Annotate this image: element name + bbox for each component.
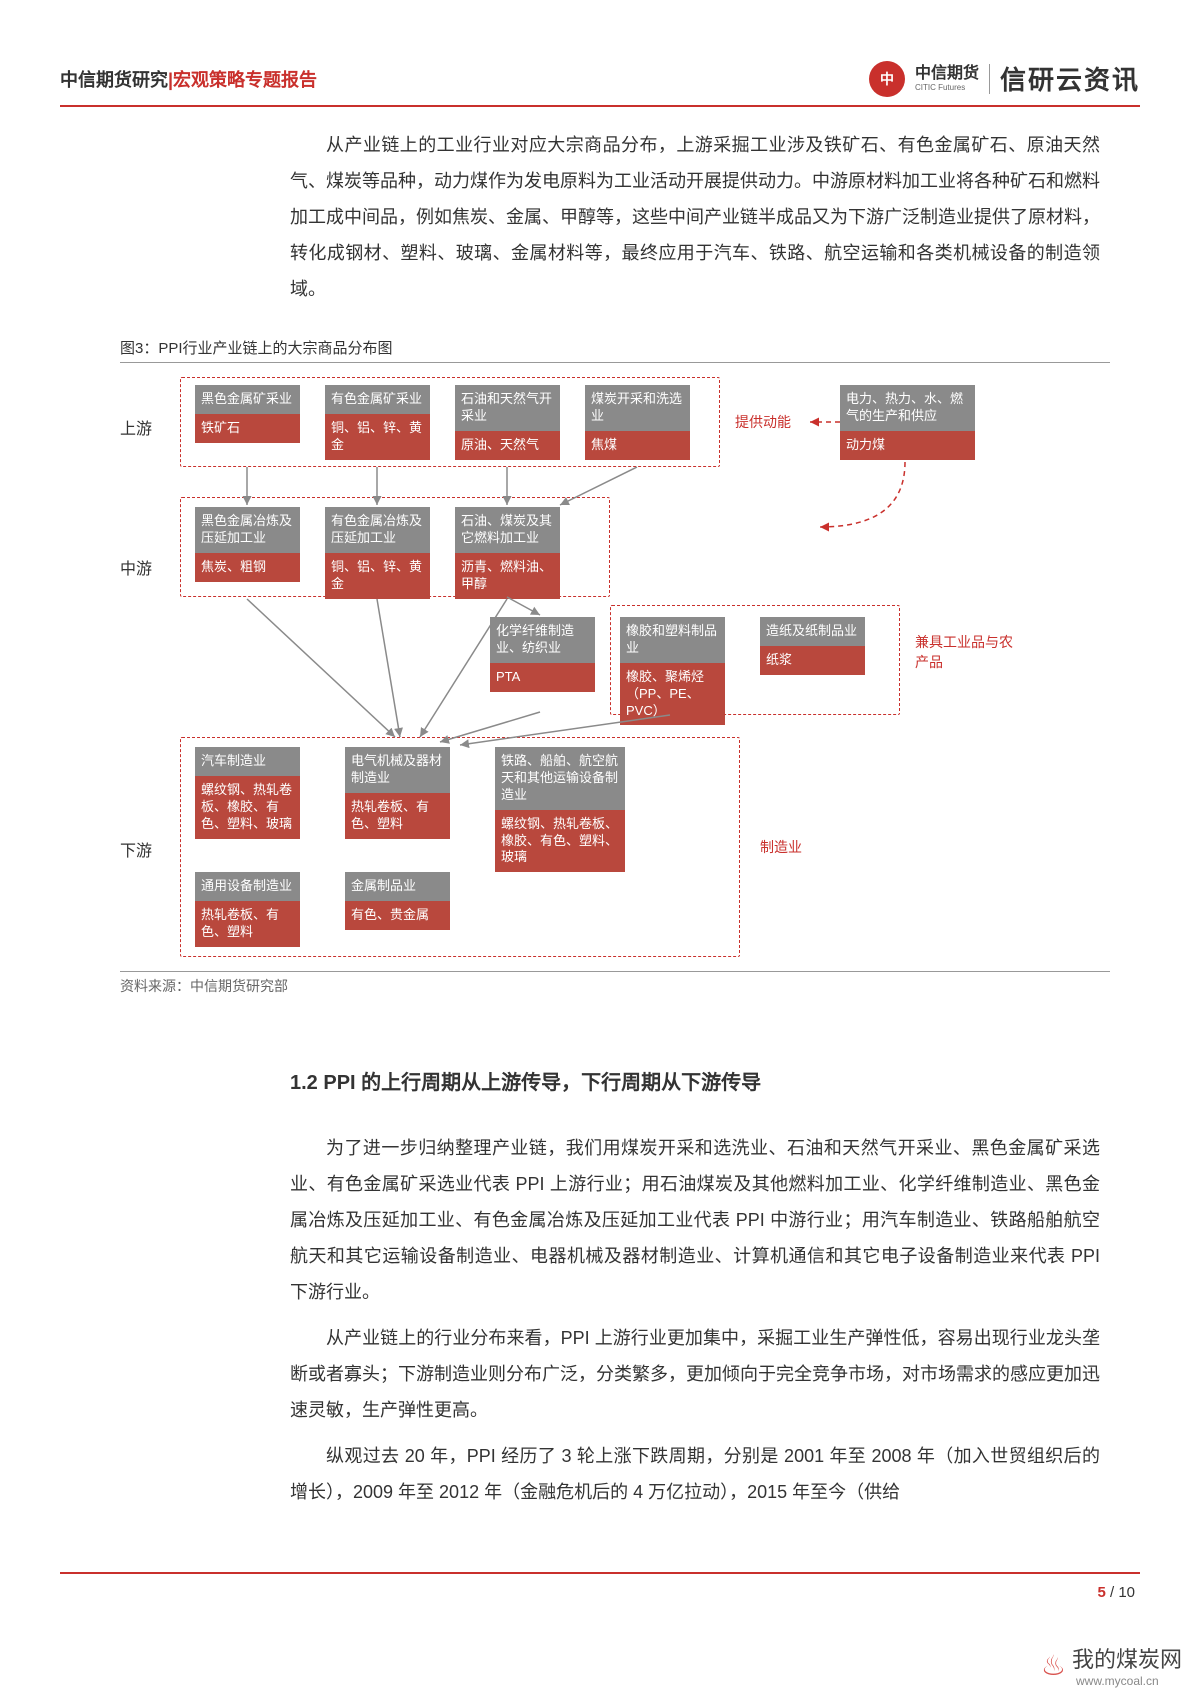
node-mid-2-top: 石油、煤炭及其它燃料加工业	[455, 507, 560, 553]
node-up-3-top: 煤炭开采和洗选业	[585, 385, 690, 431]
node-mid2-0: 化学纤维制造业、纺织业 PTA	[490, 617, 595, 692]
node-mid-1-bot: 铜、铝、锌、黄金	[325, 553, 430, 599]
node-mid-0-top: 黑色金属冶炼及压延加工业	[195, 507, 300, 553]
node-up-4: 电力、热力、水、燃气的生产和供应 动力煤	[840, 385, 975, 460]
header-title: 中信期货研究|宏观策略专题报告	[60, 66, 317, 92]
para-3: 从产业链上的行业分布来看，PPI 上游行业更加集中，采掘工业生产弹性低，容易出现…	[290, 1320, 1100, 1428]
page-total: 10	[1118, 1584, 1135, 1601]
row-label-mid: 中游	[120, 555, 152, 579]
node-down2-0-top: 通用设备制造业	[195, 872, 300, 901]
flame-icon: ♨	[1041, 1649, 1066, 1682]
header-red: 宏观策略专题报告	[173, 70, 317, 90]
node-down-1-bot: 热轧卷板、有色、塑料	[345, 793, 450, 839]
node-down2-0: 通用设备制造业 热轧卷板、有色、塑料	[195, 872, 300, 947]
para-2: 为了进一步归纳整理产业链，我们用煤炭开采和选洗业、石油和天然气开采业、黑色金属矿…	[290, 1130, 1100, 1310]
intro-paragraph: 从产业链上的工业行业对应大宗商品分布，上游采掘工业涉及铁矿石、有色金属矿石、原油…	[290, 127, 1100, 307]
ppi-chain-diagram: 上游 中游 下游 提供动能 兼具工业品与农产品 制造业 黑色金属矿采业 铁矿石 …	[120, 367, 1110, 967]
citic-logo-icon: 中	[869, 61, 905, 97]
citic-logo-text: 中信期货	[915, 65, 979, 83]
node-down-1: 电气机械及器材制造业 热轧卷板、有色、塑料	[345, 747, 450, 839]
header-black: 中信期货研究	[60, 70, 168, 90]
node-mid2-2-bot: 纸浆	[760, 646, 865, 675]
watermark-name: 我的煤炭网	[1072, 1642, 1182, 1674]
node-down-2: 铁路、船舶、航空航天和其他运输设备制造业 螺纹钢、热轧卷板、橡胶、有色、塑料、玻…	[495, 747, 625, 872]
page-number: 5 / 10	[1097, 1584, 1135, 1601]
node-mid-2-bot: 沥青、燃料油、甲醇	[455, 553, 560, 599]
node-up-0-bot: 铁矿石	[195, 414, 300, 443]
node-down-0-top: 汽车制造业	[195, 747, 300, 776]
para-4: 纵观过去 20 年，PPI 经历了 3 轮上涨下跌周期，分别是 2001 年至 …	[290, 1438, 1100, 1510]
brand-xinyan: 信研云资讯	[1000, 60, 1140, 97]
node-up-0: 黑色金属矿采业 铁矿石	[195, 385, 300, 443]
page-sep: /	[1106, 1584, 1119, 1601]
figure-caption: 图3：PPI行业产业链上的大宗商品分布图	[120, 337, 1110, 363]
node-down2-1-bot: 有色、贵金属	[345, 901, 450, 930]
node-mid-1: 有色金属冶炼及压延加工业 铜、铝、锌、黄金	[325, 507, 430, 599]
side-label-mixed: 兼具工业品与农产品	[915, 632, 1015, 672]
node-mid-0-bot: 焦炭、粗钢	[195, 553, 300, 582]
node-mid2-1-bot: 橡胶、聚烯烃（PP、PE、PVC）	[620, 663, 725, 726]
node-down-0: 汽车制造业 螺纹钢、热轧卷板、橡胶、有色、塑料、玻璃	[195, 747, 300, 839]
figure-source: 资料来源：中信期货研究部	[120, 971, 1110, 996]
node-up-4-top: 电力、热力、水、燃气的生产和供应	[840, 385, 975, 431]
section-heading: 1.2 PPI 的上行周期从上游传导，下行周期从下游传导	[290, 1066, 1140, 1095]
node-up-2-top: 石油和天然气开采业	[455, 385, 560, 431]
header-logos: 中 中信期货 CITIC Futures 信研云资讯	[869, 60, 1140, 97]
node-mid-1-top: 有色金属冶炼及压延加工业	[325, 507, 430, 553]
node-down-1-top: 电气机械及器材制造业	[345, 747, 450, 793]
node-up-0-top: 黑色金属矿采业	[195, 385, 300, 414]
node-down2-1: 金属制品业 有色、贵金属	[345, 872, 450, 930]
logo-divider	[989, 64, 990, 94]
node-down-2-bot: 螺纹钢、热轧卷板、橡胶、有色、塑料、玻璃	[495, 810, 625, 873]
node-mid-0: 黑色金属冶炼及压延加工业 焦炭、粗钢	[195, 507, 300, 582]
node-up-2-bot: 原油、天然气	[455, 431, 560, 460]
node-down-0-bot: 螺纹钢、热轧卷板、橡胶、有色、塑料、玻璃	[195, 776, 300, 839]
node-mid2-0-top: 化学纤维制造业、纺织业	[490, 617, 595, 663]
node-up-1-top: 有色金属矿采业	[325, 385, 430, 414]
node-mid2-1: 橡胶和塑料制品业 橡胶、聚烯烃（PP、PE、PVC）	[620, 617, 725, 725]
node-up-3-bot: 焦煤	[585, 431, 690, 460]
node-mid2-2-top: 造纸及纸制品业	[760, 617, 865, 646]
row-label-up: 上游	[120, 415, 152, 439]
node-down2-1-top: 金属制品业	[345, 872, 450, 901]
citic-logo-sub: CITIC Futures	[915, 83, 979, 92]
watermark: ♨ 我的煤炭网 www.mycoal.cn	[1041, 1642, 1182, 1688]
footer-rule	[60, 1572, 1140, 1574]
node-mid2-1-top: 橡胶和塑料制品业	[620, 617, 725, 663]
node-mid2-2: 造纸及纸制品业 纸浆	[760, 617, 865, 675]
side-label-mfg: 制造业	[760, 837, 802, 857]
row-label-down: 下游	[120, 837, 152, 861]
node-up-4-bot: 动力煤	[840, 431, 975, 460]
node-mid2-0-bot: PTA	[490, 663, 595, 692]
node-mid-2: 石油、煤炭及其它燃料加工业 沥青、燃料油、甲醇	[455, 507, 560, 599]
node-up-1: 有色金属矿采业 铜、铝、锌、黄金	[325, 385, 430, 460]
watermark-url: www.mycoal.cn	[1076, 1674, 1182, 1688]
page-current: 5	[1097, 1584, 1105, 1601]
node-up-1-bot: 铜、铝、锌、黄金	[325, 414, 430, 460]
side-label-energy: 提供动能	[735, 412, 791, 432]
node-down2-0-bot: 热轧卷板、有色、塑料	[195, 901, 300, 947]
page-header: 中信期货研究|宏观策略专题报告 中 中信期货 CITIC Futures 信研云…	[60, 60, 1140, 107]
node-down-2-top: 铁路、船舶、航空航天和其他运输设备制造业	[495, 747, 625, 810]
node-up-2: 石油和天然气开采业 原油、天然气	[455, 385, 560, 460]
node-up-3: 煤炭开采和洗选业 焦煤	[585, 385, 690, 460]
